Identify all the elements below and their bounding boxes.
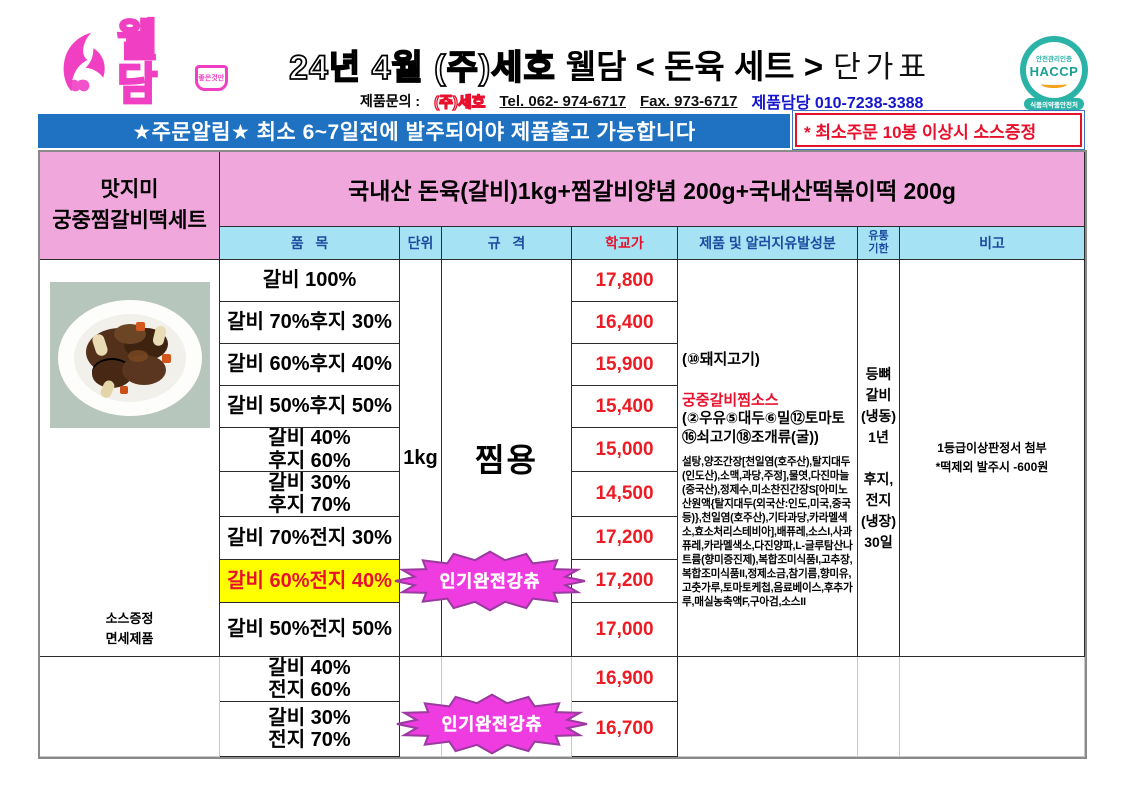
item-galbi50-jeonji50: 갈비 50%전지 50% — [220, 603, 400, 657]
bottom-shelf-empty-cell — [858, 657, 900, 757]
sauce-name: 궁중갈비찜소스 — [682, 392, 779, 409]
price-galbi30-jeonji70: 16,700 — [572, 702, 678, 757]
price-galbi50-hoji50: 15,400 — [572, 386, 678, 428]
unit-cell: 1kg — [400, 260, 442, 657]
bottom-allergen-empty-cell — [678, 657, 858, 757]
photo-caption: 소스증정 면세제품 — [105, 611, 154, 646]
price-table: 맛지미 궁중찜갈비떡세트 국내산 돈육(갈비)1kg+찜갈비양념 200g+국내… — [38, 150, 1087, 759]
product-photo-cell: 소스증정 면세제품 — [40, 260, 220, 657]
allergen-cell: (⑩돼지고기) 궁중갈비찜소스 (②우유⑤대두⑥밀⑫토마토 ⑯쇠고기⑱조개류(굴… — [678, 260, 858, 657]
popular-badge-label: 인기완전강츄 — [442, 714, 543, 734]
pot-icon: 좋은것만 — [194, 65, 229, 91]
haccp-cert-text: 안전관리인증 — [1036, 55, 1072, 63]
title-pricesheet: 단가표 — [833, 51, 931, 84]
shelf-life-cell: 등뼈 갈비 (냉동) 1년 후지, 전지 (냉장) 30일 — [858, 260, 900, 657]
item-galbi70-jeonji30: 갈비 70%전지 30% — [220, 517, 400, 560]
item-galbi60-jeonji40-highlighted: 갈비 60%전지 40% — [220, 560, 400, 603]
price-galbi-100: 17,800 — [572, 260, 678, 302]
haccp-smile-icon — [1041, 80, 1067, 88]
item-galbi30-hoji70: 갈비 30% 후지 70% — [220, 472, 400, 517]
page-title: 24년 4월 (주)세호 웰담 < 돈육 세트 > 단가표 — [215, 36, 1005, 92]
welldam-logo: 웰담 좋은것만 — [58, 17, 229, 108]
minimum-order-note: * 최소주문 10봉 이상시 소스증정 — [795, 113, 1082, 147]
column-header-school-price: 학교가 — [572, 227, 678, 260]
title-product-set: 웰담 < 돈육 세트 > — [565, 48, 824, 85]
welldam-logo-text: 웰담 — [116, 16, 160, 109]
minimum-order-note-box: * 최소주문 10봉 이상시 소스증정 — [792, 110, 1085, 150]
column-header-allergen: 제품 및 알러지유발성분 — [678, 227, 858, 260]
price-galbi70-hoji30: 16,400 — [572, 302, 678, 344]
starburst-shape — [396, 693, 588, 755]
contact-label: 제품문의 : — [360, 93, 421, 109]
column-header-item: 품 목 — [220, 227, 400, 260]
allergen-pork: (⑩돼지고기) — [682, 351, 760, 368]
column-header-note: 비고 — [900, 227, 1085, 260]
price-galbi70-jeonji30: 17,200 — [572, 517, 678, 560]
price-galbi40-hoji60: 15,000 — [572, 428, 678, 472]
product-composition-header: 국내산 돈육(갈비)1kg+찜갈비양념 200g+국내산떡볶이떡 200g — [220, 152, 1085, 227]
sauce-ingredients: 설탕,양조간장[천일염(호주산),탈지대두(인도산),소맥,과당,주정],물엿,… — [682, 455, 853, 609]
popular-badge-label: 인기완전강츄 — [440, 571, 541, 591]
sauce-allergens: (②우유⑤대두⑥밀⑫토마토 ⑯쇠고기⑱조개류(굴)) — [682, 411, 845, 446]
price-galbi40-jeonji60: 16,900 — [572, 657, 678, 702]
item-galbi40-hoji60: 갈비 40% 후지 60% — [220, 428, 400, 472]
contact-line: 제품문의 : (주)세호 Tel. 062- 974-6717 Fax. 973… — [360, 90, 1040, 113]
haccp-acronym: HACCP — [1029, 63, 1079, 79]
contact-fax: Fax. 973-6717 — [639, 92, 738, 110]
item-galbi40-jeonji60: 갈비 40% 전지 60% — [220, 657, 400, 702]
welldam-logo-icon — [63, 32, 105, 92]
popular-badge-bottom: 인기완전강츄 — [396, 693, 588, 755]
column-header-spec: 규 격 — [442, 227, 572, 260]
contact-manager-phone: 제품담당 010-7238-3388 — [751, 95, 924, 112]
starburst-shape — [394, 550, 586, 612]
price-galbi30-hoji70: 14,500 — [572, 472, 678, 517]
bottom-left-empty-cell — [40, 657, 220, 757]
title-date-company: 24년 4월 (주)세호 — [288, 48, 556, 88]
item-galbi-100: 갈비 100% — [220, 260, 400, 302]
price-galbi60-hoji40: 15,900 — [572, 344, 678, 386]
item-galbi50-hoji50: 갈비 50%후지 50% — [220, 386, 400, 428]
item-galbi70-hoji30: 갈비 70%후지 30% — [220, 302, 400, 344]
haccp-certification-mark: 안전관리인증 HACCP 식품의약품안전처 — [1008, 36, 1100, 120]
column-header-shelf-life: 유통 기한 — [858, 227, 900, 260]
spec-cell: 찜용 — [442, 260, 572, 657]
item-galbi60-hoji40: 갈비 60%후지 40% — [220, 344, 400, 386]
price-galbi50-jeonji50: 17,000 — [572, 603, 678, 657]
column-header-unit: 단위 — [400, 227, 442, 260]
bottom-note-empty-cell — [900, 657, 1085, 757]
contact-company: (주)세호 — [433, 93, 486, 111]
haccp-circle: 안전관리인증 HACCP — [1020, 36, 1088, 104]
price-galbi60-jeonji40: 17,200 — [572, 560, 678, 603]
product-photo — [49, 282, 210, 428]
item-galbi30-jeonji70: 갈비 30% 전지 70% — [220, 702, 400, 757]
bottom-spec-empty-cell — [442, 657, 572, 757]
popular-badge-top: 인기완전강츄 — [394, 550, 586, 612]
order-notice-banner: ★주문알림★ 최소 6~7일전에 발주되어야 제품출고 가능합니다 — [38, 114, 790, 148]
set-name-cell: 맛지미 궁중찜갈비떡세트 — [40, 152, 220, 260]
note-cell: 1등급이상판정서 첨부 *떡제외 발주시 -600원 — [900, 260, 1085, 657]
contact-tel: Tel. 062- 974-6717 — [499, 92, 626, 110]
haccp-ribbon-text: 식품의약품안전처 — [1024, 98, 1084, 110]
logo-tagline: 좋은것만 — [198, 75, 225, 82]
